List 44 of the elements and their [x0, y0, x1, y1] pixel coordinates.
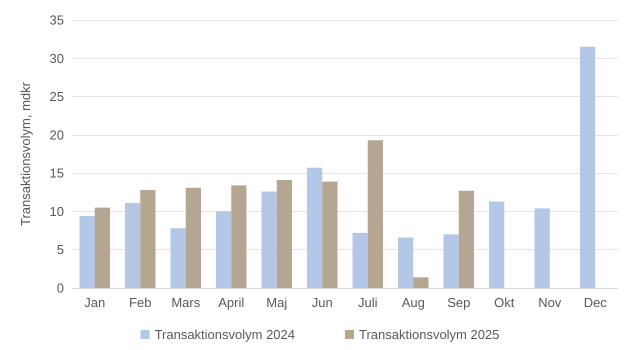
y-tick-label: 35 [50, 12, 64, 28]
bar [231, 185, 246, 288]
y-tick-label: 15 [50, 166, 64, 181]
legend-label: Transaktionsvolym 2025 [359, 327, 500, 342]
bar [216, 211, 232, 288]
y-tick-label: 30 [50, 50, 64, 66]
x-tick-label: Aug [402, 295, 425, 310]
legend-label: Transaktionsvolym 2024 [154, 327, 296, 342]
x-tick-label: Okt [494, 295, 515, 310]
y-tick-label: 10 [50, 204, 64, 219]
bar [580, 46, 596, 288]
bar [413, 277, 428, 288]
bar [80, 216, 95, 288]
bar [489, 201, 504, 288]
bar [534, 208, 550, 288]
bar [368, 140, 383, 288]
y-tick-label: 25 [50, 89, 64, 104]
bar [94, 208, 110, 288]
y-tick-label: 0 [56, 280, 64, 296]
x-tick-label: Feb [129, 295, 152, 310]
y-tick-label: 5 [56, 242, 64, 258]
bar [444, 234, 459, 288]
x-tick-label: Jun [312, 295, 333, 310]
x-tick-label: Sep [447, 295, 470, 310]
x-tick-label: Mars [171, 295, 201, 310]
bar [322, 182, 338, 288]
x-tick-label: Nov [538, 295, 562, 310]
bar [276, 180, 292, 288]
bar [125, 203, 140, 288]
x-tick-label: April [218, 295, 244, 310]
y-tick-label: 20 [50, 127, 64, 142]
y-axis-title: Transaktionsvolym, mdkr [18, 81, 33, 226]
bar [186, 188, 201, 288]
bar [307, 168, 322, 288]
bar [140, 190, 156, 288]
bar [262, 192, 277, 288]
bar [170, 228, 186, 288]
bar [352, 232, 368, 288]
bar [458, 190, 474, 288]
x-tick-label: Juli [358, 295, 378, 310]
x-tick-label: Dec [584, 295, 608, 310]
x-tick-label: Jan [84, 295, 106, 310]
bar [398, 237, 414, 288]
x-tick-label: Maj [266, 295, 288, 310]
